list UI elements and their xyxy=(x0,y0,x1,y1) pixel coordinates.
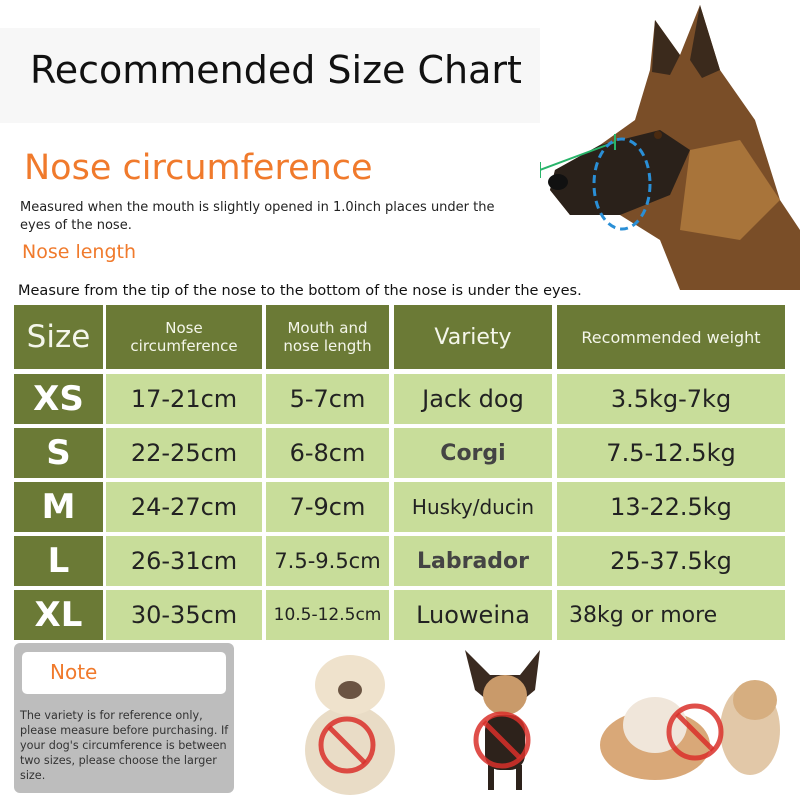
cell-nose-circumference: 30-35cm xyxy=(106,590,262,640)
cell-recommended-weight: 13-22.5kg xyxy=(557,482,785,532)
page-title: Recommended Size Chart xyxy=(30,48,522,92)
cell-recommended-weight: 25-37.5kg xyxy=(557,536,785,586)
cell-recommended-weight: 7.5-12.5kg xyxy=(557,428,785,478)
note-header xyxy=(22,652,226,694)
cell-recommended-weight: 3.5kg-7kg xyxy=(557,374,785,424)
prohibited-icon xyxy=(473,711,531,769)
note-label: Note xyxy=(50,660,98,684)
cell-recommended-weight: 38kg or more xyxy=(557,590,785,640)
cell-mouth-nose-length: 7-9cm xyxy=(266,482,389,532)
nose-length-description: Measure from the tip of the nose to the … xyxy=(18,283,582,299)
cell-size: L xyxy=(14,536,103,586)
nose-circumference-heading: Nose circumference xyxy=(24,148,373,188)
cell-mouth-nose-length: 7.5-9.5cm xyxy=(266,536,389,586)
cell-variety: Luoweina xyxy=(394,590,552,640)
cell-size: S xyxy=(14,428,103,478)
header-recommended-weight: Recommended weight xyxy=(557,305,785,369)
cell-mouth-nose-length: 10.5-12.5cm xyxy=(266,590,389,640)
measure-line-icon xyxy=(592,137,652,231)
nose-circumference-description: Measured when the mouth is slightly open… xyxy=(20,200,495,233)
header-mouth-nose-length: Mouth and nose length xyxy=(266,305,389,369)
bulldogs-image xyxy=(600,680,780,780)
chihuahua-image xyxy=(465,650,540,790)
prohibited-icon xyxy=(318,716,376,774)
cell-size: XS xyxy=(14,374,103,424)
pekingese-image xyxy=(305,655,395,795)
cell-variety: Corgi xyxy=(394,428,552,478)
title-band xyxy=(0,28,555,123)
cell-nose-circumference: 26-31cm xyxy=(106,536,262,586)
header-variety: Variety xyxy=(394,305,552,369)
cell-variety: Labrador xyxy=(394,536,552,586)
cell-variety: Husky/ducin xyxy=(394,482,552,532)
cell-variety: Jack dog xyxy=(394,374,552,424)
cell-nose-circumference: 17-21cm xyxy=(106,374,262,424)
german-shepherd-image xyxy=(540,0,800,290)
cell-nose-circumference: 22-25cm xyxy=(106,428,262,478)
cell-size: M xyxy=(14,482,103,532)
cell-size: XL xyxy=(14,590,103,640)
note-text: The variety is for reference only, pleas… xyxy=(20,709,229,782)
cell-mouth-nose-length: 6-8cm xyxy=(266,428,389,478)
header-size: Size xyxy=(14,305,103,369)
cell-mouth-nose-length: 5-7cm xyxy=(266,374,389,424)
nose-length-heading: Nose length xyxy=(22,241,137,263)
prohibited-icon xyxy=(666,703,724,761)
header-nose-circumference: Nose circumference xyxy=(106,305,262,369)
cell-nose-circumference: 24-27cm xyxy=(106,482,262,532)
